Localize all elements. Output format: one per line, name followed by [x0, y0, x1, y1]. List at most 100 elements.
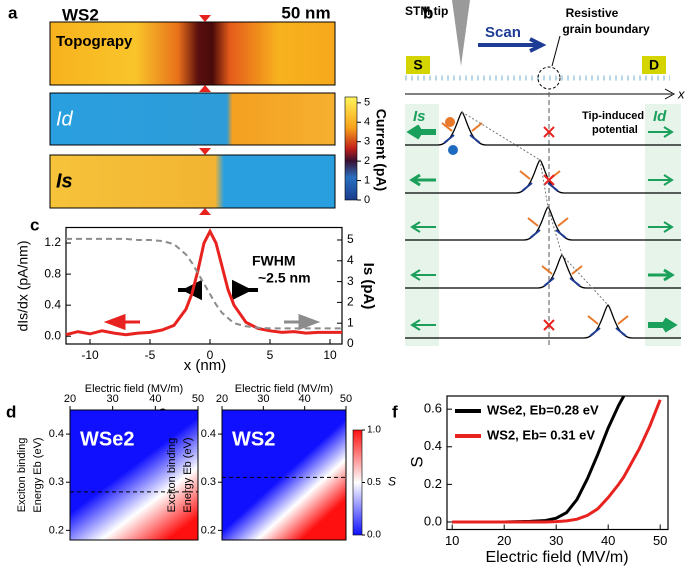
drain-label: D — [649, 57, 659, 73]
x-tick-label: -10 — [81, 348, 99, 362]
potential-profile — [405, 254, 681, 289]
panel-label: b — [423, 3, 433, 22]
y2-axis-label: Is (pA) — [360, 263, 377, 310]
carrier-arrow — [443, 134, 481, 144]
series-line — [65, 228, 342, 337]
y-axis-label: dIs/dx (pA/nm) — [15, 240, 31, 331]
x-tick-label: 50 — [653, 533, 667, 548]
y2-tick-label: 4 — [347, 253, 354, 267]
x-tick-label: 20 — [216, 393, 228, 405]
x-tick-label: 10 — [445, 533, 459, 548]
y-tick-label: 0.2 — [201, 524, 216, 536]
x-tick-label: 30 — [549, 533, 563, 548]
x-tick-label: 0 — [207, 348, 214, 362]
pointer — [551, 35, 561, 67]
y-tick-label: 0.4 — [201, 428, 216, 440]
heatmap-image — [221, 409, 347, 541]
carrier-arrow — [587, 315, 629, 325]
carrier-arrow — [527, 217, 569, 227]
colorbar-tick-label: 5 — [364, 97, 370, 109]
x-tick-label: 50 — [340, 393, 352, 405]
y-tick-label: 0.4 — [49, 428, 64, 440]
y-tick-label: 0.4 — [44, 297, 61, 311]
axis-arrow — [103, 313, 140, 331]
drain-pad — [642, 56, 666, 74]
x-axis-label: Electric field (MV/m) — [235, 383, 333, 395]
source-region — [405, 104, 439, 346]
y-tick-label: 0.2 — [424, 476, 442, 491]
y-axis-label: Energy Eb (eV) — [182, 437, 194, 512]
boundary-label: grain boundary — [562, 22, 650, 36]
axis-label: x — [677, 86, 685, 101]
y-tick-label: 0.3 — [201, 476, 216, 488]
y-tick-label: 0.8 — [44, 266, 61, 280]
potential-profile — [405, 304, 681, 339]
fwhm-arrows — [178, 279, 258, 301]
legend-label: WS2, Eb= 0.31 eV — [487, 427, 595, 442]
current-arrow — [648, 126, 674, 138]
carrier-arrow — [589, 327, 627, 337]
current-arrow — [648, 221, 674, 233]
hole — [445, 117, 455, 127]
y-axis-label: Exciton binding — [16, 438, 28, 513]
scale-label: 50 nm — [281, 3, 330, 22]
x-tick-label: 50 — [192, 393, 204, 405]
y-tick-label: 1.2 — [44, 235, 61, 249]
drain-region — [645, 104, 681, 346]
image-label: Is — [56, 170, 73, 192]
x-tick-label: 10 — [323, 348, 337, 362]
current-arrow — [406, 124, 436, 140]
colorbar — [352, 429, 363, 536]
potential-profile — [405, 206, 681, 241]
tip-label: STM tip — [405, 4, 448, 18]
y2-tick-label: 1 — [347, 315, 354, 329]
carrier-arrow — [441, 122, 483, 132]
colorbar-tick-label: 0.0 — [367, 530, 381, 541]
carrier-arrow — [529, 229, 567, 239]
carrier-arrow — [521, 182, 559, 192]
y-axis-label: Exciton binding — [166, 438, 178, 513]
grain-boundary — [537, 66, 561, 90]
panel-title: WS2 — [62, 5, 99, 24]
colorbar-tick-label: 2 — [364, 155, 370, 167]
trajectory — [547, 206, 563, 256]
legend-label: WSe2, Eb=0.28 eV — [487, 402, 599, 417]
x-tick-label: 40 — [601, 533, 615, 548]
x-tick-label: 40 — [149, 393, 161, 405]
plot-frame — [446, 395, 669, 531]
image-label: Id — [56, 108, 74, 130]
heatmap-image — [69, 409, 199, 541]
annotation: FWHM — [252, 253, 296, 269]
current-arrow — [410, 221, 436, 233]
blocked-mark — [543, 174, 555, 186]
y2-tick-label: 5 — [347, 232, 354, 246]
heatmap-title: WS2 — [232, 428, 275, 450]
y2-tick-label: 0 — [347, 336, 354, 350]
source-label: S — [413, 57, 422, 73]
colorbar-tick-label: 3 — [364, 136, 370, 148]
x-axis-label: Electric field (MV/m) — [85, 383, 183, 395]
current-arrow — [648, 317, 678, 333]
colorbar-label: S — [388, 475, 396, 489]
colorbar-tick-label: 0 — [364, 194, 370, 206]
panel-label: c — [30, 215, 39, 234]
axis-arrow — [284, 313, 321, 331]
current-arrow — [410, 269, 436, 281]
colorbar-tick-label: 4 — [364, 116, 370, 128]
series-line — [452, 399, 662, 524]
colorbar — [344, 96, 358, 201]
potential-label: Tip-induced — [582, 110, 644, 122]
topography-image — [49, 21, 336, 86]
carrier-arrow — [541, 265, 583, 275]
scan-arrow — [478, 37, 547, 53]
colorbar-tick-label: 1.0 — [367, 425, 381, 436]
y-tick-label: 0.0 — [424, 513, 442, 528]
x-axis-arrow — [405, 88, 676, 100]
x-tick-label: 20 — [64, 393, 76, 405]
x-tick-label: 5 — [267, 348, 274, 362]
x-axis-label: x (nm) — [184, 357, 227, 374]
colorbar-tick-label: 1 — [364, 174, 370, 186]
x-tick-label: 30 — [257, 393, 269, 405]
current-arrow — [410, 319, 436, 331]
current-arrow — [409, 173, 436, 187]
